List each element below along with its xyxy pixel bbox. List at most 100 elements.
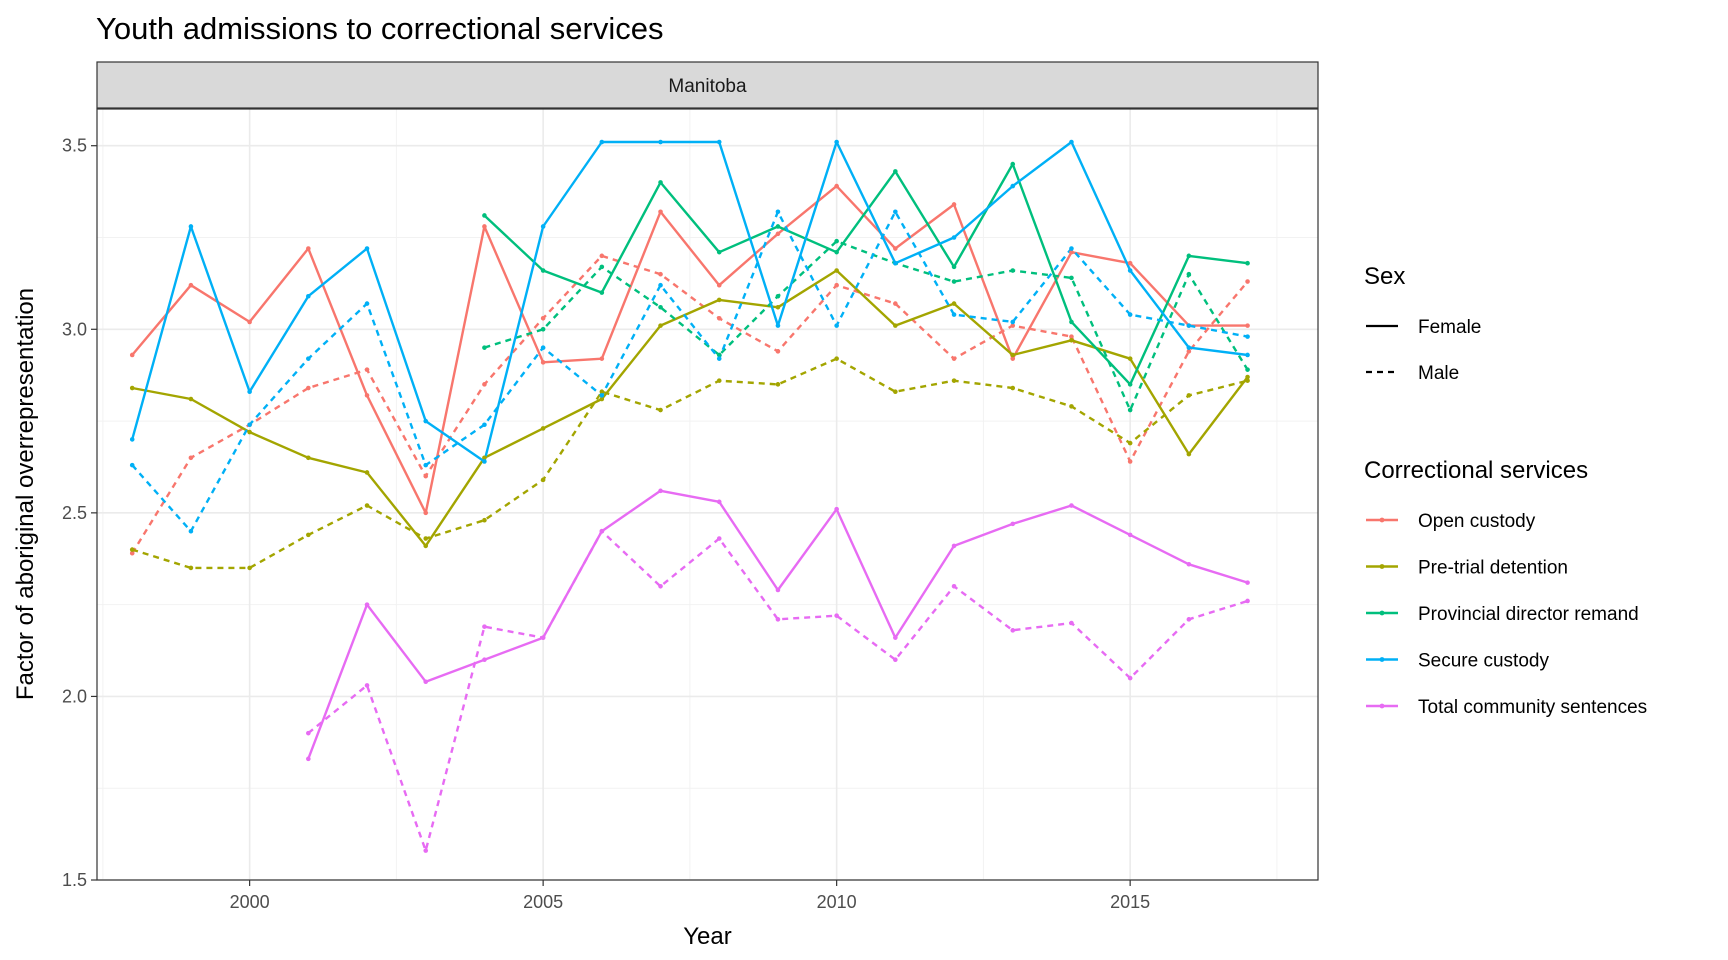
data-point-total-community-sentences-female	[482, 657, 487, 663]
data-point-secure-custody-female	[188, 224, 194, 229]
legend-service-label: Open custody	[1418, 511, 1536, 532]
data-point-pre-trial-detention-female	[1069, 338, 1074, 343]
x-tick-label: 2000	[230, 892, 270, 912]
data-point-open-custody-female	[540, 360, 546, 365]
data-point-total-community-sentences-female	[834, 506, 839, 512]
data-point-secure-custody-male	[482, 422, 487, 428]
legend-service-point	[1379, 657, 1385, 662]
series-points	[129, 139, 1250, 853]
data-point-open-custody-female	[482, 224, 487, 229]
data-point-open-custody-female	[834, 183, 839, 189]
y-axis: 1.5 2.0 2.5 3.0 3.5	[62, 136, 97, 890]
data-point-pre-trial-detention-female	[893, 323, 898, 328]
data-point-provincial-director-remand-female	[540, 268, 546, 273]
data-point-secure-custody-female	[1069, 139, 1074, 145]
data-point-open-custody-female	[775, 231, 781, 237]
data-point-pre-trial-detention-male	[775, 382, 781, 387]
legend-service-point	[1379, 610, 1385, 616]
data-point-total-community-sentences-female	[775, 587, 781, 593]
data-point-secure-custody-male	[1069, 246, 1074, 251]
legend-service-label: Pre-trial detention	[1418, 558, 1568, 579]
legend-service-point	[1379, 517, 1385, 523]
data-point-secure-custody-male	[247, 422, 252, 428]
plot-panel	[96, 108, 1319, 881]
legend-sex: Sex Female Male	[1364, 263, 1481, 384]
data-point-open-custody-female	[893, 246, 898, 251]
data-point-pre-trial-detention-female	[951, 301, 957, 306]
series-line-provincial-director-remand-male	[484, 239, 1249, 412]
data-point-open-custody-male	[775, 349, 781, 354]
data-point-provincial-director-remand-female	[599, 290, 605, 295]
data-point-provincial-director-remand-female	[1245, 260, 1250, 266]
data-point-total-community-sentences-male	[1010, 628, 1016, 633]
data-point-pre-trial-detention-male	[1186, 393, 1192, 398]
data-point-open-custody-female	[423, 510, 429, 516]
data-point-secure-custody-male	[1186, 323, 1192, 328]
legend-sex-title: Sex	[1364, 263, 1405, 290]
data-point-provincial-director-remand-male	[1010, 268, 1016, 273]
data-point-pre-trial-detention-female	[482, 455, 487, 461]
y-axis-title: Factor of aboriginal overrepresentation	[12, 288, 39, 700]
chart-title: Youth admissions to correctional service…	[96, 11, 663, 46]
data-point-open-custody-female	[188, 282, 194, 288]
data-point-pre-trial-detention-male	[716, 378, 722, 383]
data-point-total-community-sentences-male	[364, 683, 370, 688]
y-tick-label: 3.5	[62, 136, 87, 156]
legend-service-point	[1379, 703, 1385, 709]
data-point-open-custody-female	[1127, 260, 1133, 266]
plot-panel-border	[96, 108, 1319, 881]
legend-sex-label: Male	[1418, 363, 1459, 384]
data-point-pre-trial-detention-female	[1186, 451, 1192, 457]
data-point-provincial-director-remand-male	[1186, 271, 1192, 277]
series-line-pre-trial-detention-male	[131, 357, 1248, 570]
data-point-total-community-sentences-male	[775, 617, 781, 622]
data-point-pre-trial-detention-male	[247, 565, 252, 571]
data-point-total-community-sentences-male	[716, 536, 722, 541]
data-point-provincial-director-remand-male	[951, 279, 957, 284]
data-point-pre-trial-detention-female	[306, 455, 311, 461]
data-point-secure-custody-male	[306, 356, 311, 361]
data-point-pre-trial-detention-female	[188, 396, 194, 402]
data-point-provincial-director-remand-male	[1245, 367, 1250, 372]
data-point-open-custody-male	[129, 550, 135, 556]
data-point-secure-custody-female	[423, 418, 429, 424]
x-axis-title: Year	[683, 923, 732, 950]
data-point-open-custody-female	[129, 352, 135, 358]
legend-correctional-services: Correctional services Open custody Pre-tr…	[1364, 457, 1647, 718]
data-point-pre-trial-detention-male	[423, 536, 429, 541]
y-tick-label: 2.0	[62, 686, 87, 706]
data-point-open-custody-male	[1127, 459, 1133, 464]
data-point-open-custody-male	[658, 271, 663, 277]
legend-service-point	[1379, 564, 1385, 569]
data-point-total-community-sentences-female	[893, 635, 898, 640]
data-point-total-community-sentences-female	[658, 488, 663, 494]
data-point-open-custody-male	[1245, 279, 1250, 284]
data-point-open-custody-male	[364, 367, 370, 372]
data-point-pre-trial-detention-female	[247, 429, 252, 435]
data-point-secure-custody-male	[834, 323, 839, 328]
data-point-secure-custody-female	[1186, 345, 1192, 350]
data-point-provincial-director-remand-male	[658, 304, 663, 310]
series-line-secure-custody-female	[131, 140, 1248, 463]
data-point-open-custody-male	[1186, 349, 1192, 354]
data-point-provincial-director-remand-female	[1127, 382, 1133, 387]
data-point-open-custody-female	[364, 393, 370, 398]
y-tick-label: 3.0	[62, 319, 87, 339]
data-point-pre-trial-detention-female	[775, 304, 781, 310]
data-point-open-custody-male	[188, 455, 194, 461]
data-point-provincial-director-remand-female	[1010, 161, 1016, 167]
data-point-secure-custody-female	[1010, 183, 1016, 189]
data-point-provincial-director-remand-male	[482, 345, 487, 350]
data-point-total-community-sentences-female	[364, 602, 370, 607]
data-point-total-community-sentences-male	[658, 583, 663, 589]
data-point-secure-custody-female	[658, 139, 663, 145]
data-point-open-custody-female	[599, 356, 605, 361]
data-point-secure-custody-male	[1127, 312, 1133, 317]
data-point-secure-custody-female	[482, 459, 487, 464]
data-point-provincial-director-remand-female	[1186, 253, 1192, 259]
legend-service-label: Provincial director remand	[1418, 604, 1639, 625]
data-point-secure-custody-female	[129, 437, 135, 442]
data-point-provincial-director-remand-male	[775, 293, 781, 299]
legend-service-label: Total community sentences	[1418, 697, 1647, 718]
data-point-open-custody-female	[951, 202, 957, 207]
